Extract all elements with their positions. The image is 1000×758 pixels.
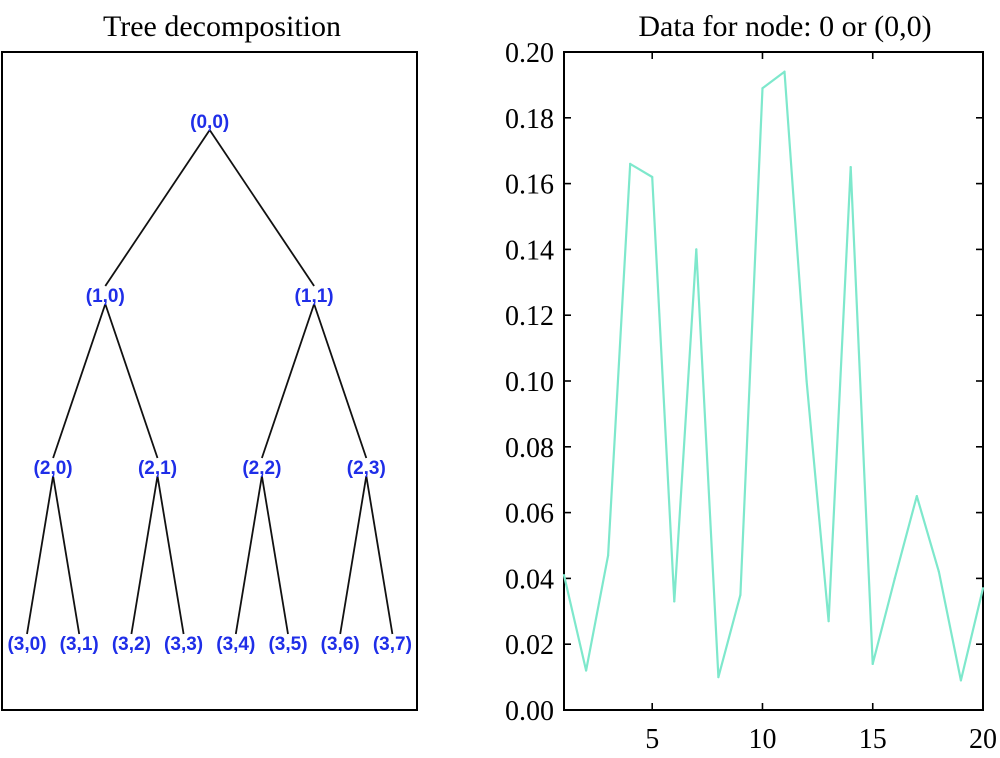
tree-panel-frame bbox=[1, 51, 418, 711]
tree-edge-n23-n37 bbox=[365, 475, 394, 635]
y-tick-label: 0.04 bbox=[505, 564, 554, 595]
tree-node-n36: (3,6) bbox=[321, 634, 360, 655]
y-tick-label: 0.20 bbox=[505, 38, 554, 69]
tree-nodes: (0,0) (1,0) (1,1) (2,0) (2,1) (2,2) (2,3) (3,0)… bbox=[7, 112, 411, 655]
tree-edge-n20-n31 bbox=[52, 475, 81, 635]
y-tick-label: 0.02 bbox=[505, 630, 554, 661]
y-axis: 0.00 0.02 0.04 0.06 0.08 0.10 0.12 0.14 0.16 0.18… bbox=[505, 38, 983, 727]
tree-node-n31: (3,1) bbox=[60, 634, 99, 655]
tree-node-n00: (0,0) bbox=[190, 112, 229, 133]
data-point bbox=[915, 495, 918, 498]
tree-edges bbox=[26, 129, 394, 635]
tree-node-n20: (2,0) bbox=[34, 458, 73, 479]
data-point bbox=[607, 554, 610, 557]
tree-node-n30: (3,0) bbox=[7, 634, 46, 655]
x-axis: 5 10 15 20 bbox=[645, 52, 997, 755]
tree-panel-title: Tree decomposition bbox=[103, 10, 341, 43]
data-point bbox=[981, 587, 985, 590]
tree-node-n11: (1,1) bbox=[295, 286, 334, 307]
series-line-0 bbox=[562, 70, 985, 682]
data-point bbox=[761, 87, 764, 90]
tree-node-n21: (2,1) bbox=[138, 458, 177, 479]
y-tick-label: 0.08 bbox=[505, 433, 554, 464]
data-point bbox=[805, 379, 808, 383]
data-point bbox=[959, 679, 963, 682]
x-tick-label: 15 bbox=[859, 724, 887, 755]
data-point bbox=[739, 593, 742, 596]
chart-title: Data for node: 0 or (0,0) bbox=[638, 10, 931, 43]
tree-node-n33: (3,3) bbox=[164, 634, 203, 655]
data-point bbox=[673, 600, 676, 603]
tree-edge-n10-n20 bbox=[52, 303, 107, 459]
tree-edge-n23-n36 bbox=[339, 475, 368, 635]
y-tick-label: 0.10 bbox=[505, 367, 554, 398]
y-tick-label: 0.00 bbox=[505, 696, 554, 727]
chart-panel: Data for node: 0 or (0,0) 0.000.020.040.… bbox=[505, 10, 997, 755]
data-point bbox=[717, 676, 720, 679]
chart-plot-frame bbox=[563, 51, 984, 711]
data-point bbox=[827, 620, 830, 623]
tree-node-n32: (3,2) bbox=[112, 634, 151, 655]
tree-edge-n21-n32 bbox=[130, 475, 159, 635]
tree-edge-n22-n34 bbox=[234, 475, 263, 635]
tree-edge-n20-n30 bbox=[26, 475, 54, 635]
tree-node-n22: (2,2) bbox=[242, 458, 281, 479]
data-point bbox=[849, 166, 852, 169]
tree-node-n23: (2,3) bbox=[347, 458, 386, 479]
tree-edge-n11-n22 bbox=[261, 303, 315, 459]
tree-edge-n00-n11 bbox=[208, 129, 315, 287]
tree-node-n37: (3,7) bbox=[373, 634, 412, 655]
tree-node-n10: (1,0) bbox=[86, 286, 125, 307]
data-point bbox=[584, 669, 588, 672]
tree-edge-n21-n33 bbox=[156, 475, 185, 635]
data-point bbox=[651, 175, 654, 179]
series-layer bbox=[562, 70, 985, 682]
x-tick-label: 20 bbox=[969, 724, 997, 755]
y-tick-label: 0.18 bbox=[505, 104, 554, 135]
tree-edge-n11-n23 bbox=[313, 303, 368, 459]
tree-panel: Tree decomposition (0,0)(1,0) (1,1)(2,0)(… bbox=[1, 10, 418, 711]
y-tick-label: 0.14 bbox=[505, 235, 554, 266]
data-point bbox=[562, 574, 566, 577]
data-point bbox=[783, 70, 786, 73]
data-point bbox=[937, 570, 940, 573]
y-tick-label: 0.12 bbox=[505, 301, 554, 332]
tree-edge-n00-n10 bbox=[104, 129, 211, 287]
tree-edge-n22-n35 bbox=[261, 475, 289, 635]
y-tick-label: 0.06 bbox=[505, 499, 554, 530]
tree-node-n35: (3,5) bbox=[268, 634, 307, 655]
data-point bbox=[893, 577, 896, 580]
x-tick-label: 10 bbox=[748, 724, 776, 755]
data-point bbox=[695, 248, 698, 251]
data-point bbox=[871, 662, 874, 666]
x-tick-label: 5 bbox=[645, 724, 659, 755]
tree-node-n34: (3,4) bbox=[216, 634, 255, 655]
tree-edge-n10-n21 bbox=[104, 303, 159, 459]
y-tick-label: 0.16 bbox=[505, 170, 554, 201]
data-point bbox=[629, 162, 632, 165]
